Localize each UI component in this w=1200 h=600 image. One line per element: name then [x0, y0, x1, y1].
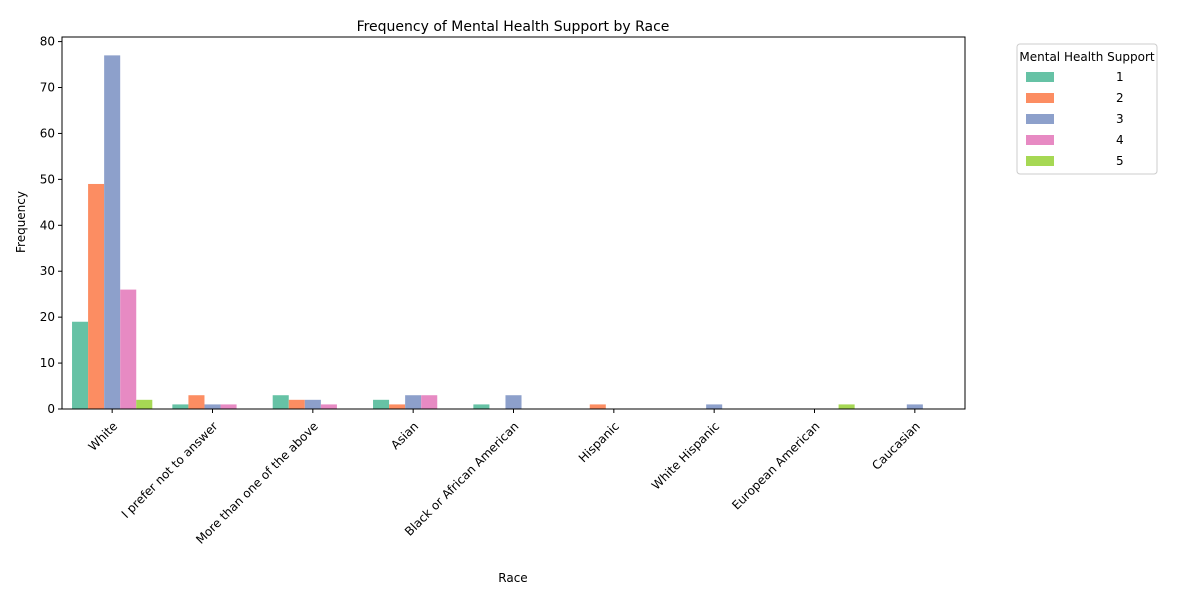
- bar-series-3-5: [505, 395, 522, 409]
- bar-series-3-4: [405, 395, 422, 409]
- legend-label-1: 1: [1116, 70, 1124, 84]
- x-tick-label: White: [86, 419, 121, 454]
- bar-series-1-1: [72, 321, 89, 409]
- bar-series-5-8: [838, 404, 855, 409]
- bar-series-2-3: [288, 399, 305, 409]
- x-tick-label: Hispanic: [576, 419, 622, 465]
- x-tick-label: European American: [729, 419, 822, 512]
- y-tick-label: 60: [40, 126, 55, 140]
- legend-label-3: 3: [1116, 112, 1124, 126]
- y-tick-label: 70: [40, 81, 55, 95]
- legend-swatch-5: [1026, 156, 1054, 166]
- bar-series-1-5: [473, 404, 490, 409]
- y-tick-label: 20: [40, 310, 55, 324]
- legend-swatch-3: [1026, 114, 1054, 124]
- bar-series-4-3: [320, 404, 337, 409]
- x-axis-label: Race: [498, 571, 527, 585]
- bar-series-1-2: [172, 404, 189, 409]
- legend-swatch-1: [1026, 72, 1054, 82]
- y-tick-label: 50: [40, 172, 55, 186]
- bar-series-4-1: [120, 289, 137, 409]
- x-tick-label: Black or African American: [402, 419, 522, 539]
- bar-series-3-1: [104, 55, 121, 410]
- x-tick-label: More than one of the above: [193, 419, 321, 547]
- bar-series-4-4: [421, 395, 438, 409]
- bar-series-3-7: [706, 404, 723, 409]
- bar-series-3-9: [906, 404, 923, 409]
- legend-title: Mental Health Support: [1019, 50, 1155, 64]
- bar-series-2-4: [389, 404, 406, 409]
- legend-label-2: 2: [1116, 91, 1124, 105]
- legend: Mental Health Support 1 2 3 4 5: [1016, 43, 1158, 175]
- y-tick-label: 40: [40, 218, 55, 232]
- x-tick-label: Caucasian: [869, 419, 923, 473]
- y-tick-label: 0: [47, 402, 55, 416]
- bar-series-2-1: [88, 183, 105, 409]
- y-axis-label: Frequency: [14, 191, 28, 253]
- bar-series-1-4: [373, 399, 390, 409]
- y-tick-label: 30: [40, 264, 55, 278]
- bar-series-5-1: [136, 399, 153, 409]
- bar-series-2-6: [589, 404, 606, 409]
- bar-series-4-2: [220, 404, 237, 409]
- legend-swatch-2: [1026, 93, 1054, 103]
- bar-series-3-2: [204, 404, 221, 409]
- bar-series-2-2: [188, 395, 205, 409]
- x-tick-label: I prefer not to answer: [119, 419, 221, 521]
- x-tick-label: White Hispanic: [649, 419, 722, 492]
- axes-frame: [61, 36, 966, 410]
- y-tick-label: 10: [40, 356, 55, 370]
- legend-label-4: 4: [1116, 133, 1124, 147]
- legend-label-5: 5: [1116, 154, 1124, 168]
- legend-swatch-4: [1026, 135, 1054, 145]
- bar-series-3-3: [304, 399, 321, 409]
- y-tick-label: 80: [40, 35, 55, 49]
- bar-series-1-3: [272, 395, 289, 409]
- x-tick-label: Asian: [388, 419, 421, 452]
- chart-title: Frequency of Mental Health Support by Ra…: [357, 19, 670, 35]
